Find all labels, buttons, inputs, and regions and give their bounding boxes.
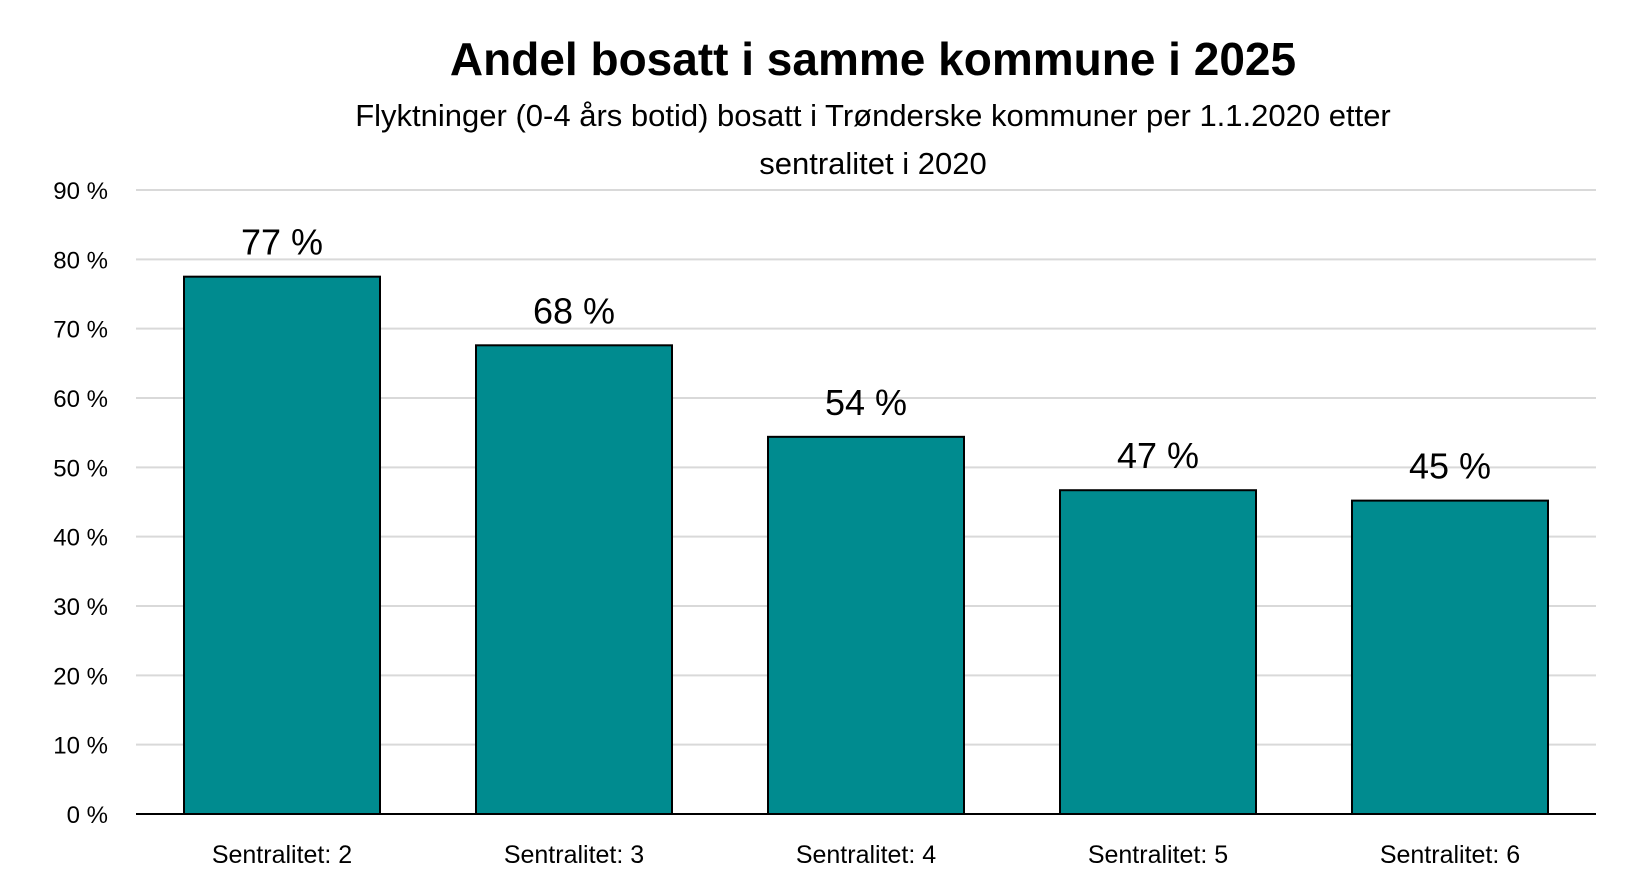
data-labels: 77 % 68 % 54 % 47 % 45 % xyxy=(241,222,1491,487)
x-category-label: Sentralitet: 3 xyxy=(504,841,644,869)
y-tick-label: 80 % xyxy=(53,247,108,274)
bar xyxy=(183,275,381,815)
x-axis-categories: Sentralitet: 2 Sentralitet: 3 Sentralitet:… xyxy=(212,841,1520,869)
bars xyxy=(183,275,1549,815)
x-category-label: Sentralitet: 4 xyxy=(796,841,936,869)
y-tick-label: 90 % xyxy=(53,178,108,205)
x-category-label: Sentralitet: 5 xyxy=(1088,841,1228,869)
y-tick-label: 30 % xyxy=(53,594,108,621)
chart-subtitle-line-1: Flyktninger (0-4 års botid) bosatt i Trø… xyxy=(355,98,1391,133)
bar xyxy=(767,435,965,815)
data-label: 45 % xyxy=(1409,446,1491,487)
x-category-label: Sentralitet: 6 xyxy=(1380,841,1520,869)
y-tick-label: 70 % xyxy=(53,317,108,344)
chart-subtitle-line-2: sentralitet i 2020 xyxy=(759,146,986,181)
data-label: 77 % xyxy=(241,222,323,263)
x-category-label: Sentralitet: 2 xyxy=(212,841,352,869)
data-label: 47 % xyxy=(1117,435,1199,476)
data-label: 68 % xyxy=(533,290,615,331)
y-tick-label: 60 % xyxy=(53,386,108,413)
y-tick-label: 40 % xyxy=(53,525,108,552)
y-axis-ticks: 0 % 10 % 20 % 30 % 40 % 50 % 60 % 70 % 80 % 90 % xyxy=(53,178,108,829)
bar xyxy=(1351,499,1549,815)
bar xyxy=(1059,489,1257,815)
y-tick-label: 50 % xyxy=(53,455,108,482)
y-tick-label: 20 % xyxy=(53,663,108,690)
bar xyxy=(475,344,673,815)
chart-title: Andel bosatt i samme kommune i 2025 xyxy=(450,33,1296,85)
y-tick-label: 10 % xyxy=(53,733,108,760)
data-label: 54 % xyxy=(825,382,907,423)
y-tick-label: 0 % xyxy=(67,802,108,829)
